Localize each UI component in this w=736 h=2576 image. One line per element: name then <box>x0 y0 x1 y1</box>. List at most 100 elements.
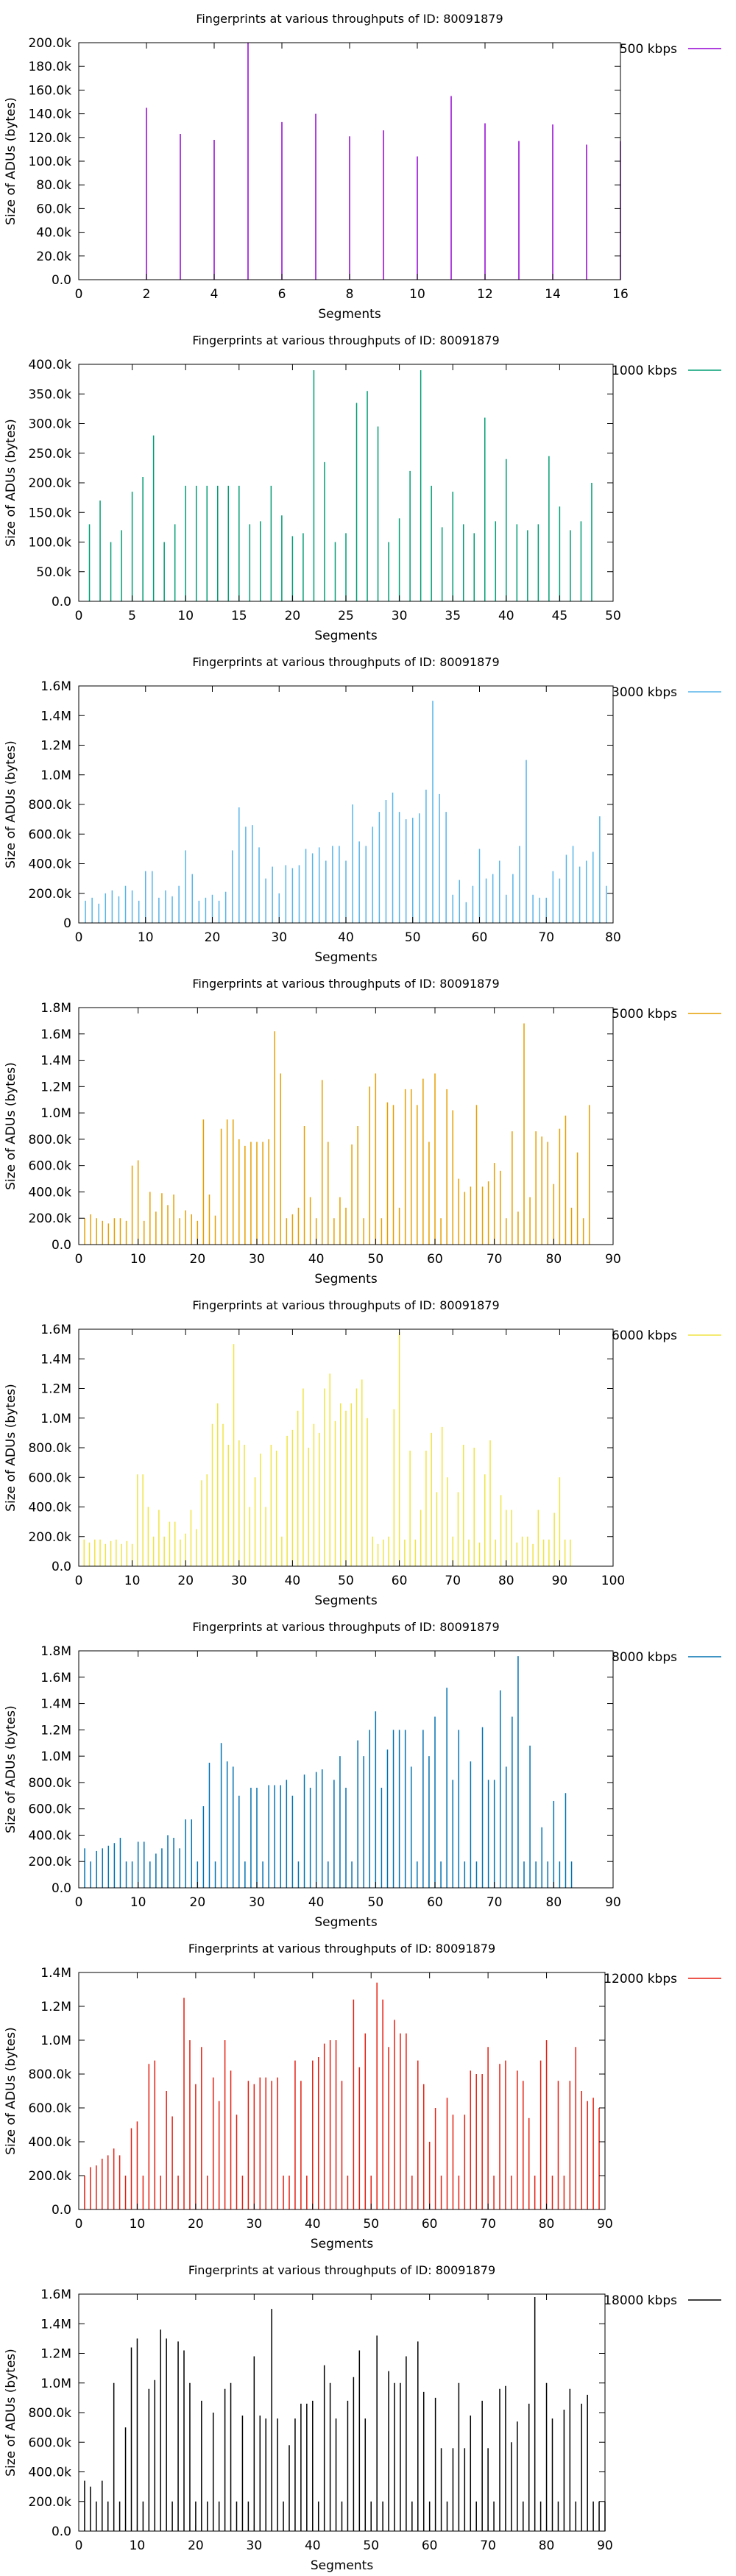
legend-label: 500 kbps <box>620 42 677 57</box>
x-tick-label: 50 <box>368 1895 384 1910</box>
x-tick-label: 70 <box>486 1895 503 1910</box>
y-tick-label: 200.0k <box>28 1530 71 1545</box>
y-tick-label: 1.4M <box>40 2317 71 2332</box>
x-axis-label: Segments <box>311 2558 374 2573</box>
y-tick-label: 0.0 <box>52 1238 71 1253</box>
x-tick-label: 70 <box>480 2217 496 2232</box>
plot-frame <box>78 1972 606 2210</box>
chart-title: Fingerprints at various throughputs of I… <box>188 2263 495 2277</box>
y-tick-label: 0.0 <box>52 2203 71 2218</box>
chart-panel-8: Fingerprints at various throughputs of I… <box>4 2263 721 2573</box>
y-tick-label: 1.2M <box>40 2000 71 2014</box>
x-tick-label: 45 <box>552 609 568 623</box>
x-tick-label: 25 <box>338 609 354 623</box>
y-tick-label: 600.0k <box>28 1159 71 1174</box>
x-tick-label: 12 <box>477 287 493 302</box>
y-tick-label: 200.0k <box>28 1855 71 1869</box>
x-tick-label: 70 <box>538 930 554 945</box>
x-tick-label: 80 <box>546 1895 562 1910</box>
y-tick-label: 1.0M <box>40 1749 71 1764</box>
y-tick-label: 400.0k <box>28 2466 71 2480</box>
y-axis-label: Size of ADUs (bytes) <box>4 740 18 868</box>
chart-panel-4: Fingerprints at various throughputs of I… <box>4 977 721 1287</box>
x-tick-label: 40 <box>305 2538 321 2553</box>
chart-title: Fingerprints at various throughputs of I… <box>188 1942 495 1956</box>
x-tick-label: 50 <box>363 2538 379 2553</box>
x-tick-label: 6 <box>278 287 286 302</box>
y-tick-label: 1.0M <box>40 1412 71 1426</box>
y-tick-label: 150.0k <box>28 506 71 520</box>
x-tick-label: 80 <box>498 1574 514 1588</box>
x-tick-label: 30 <box>247 2538 263 2553</box>
y-tick-label: 200.0k <box>28 476 71 491</box>
x-tick-label: 90 <box>605 1252 621 1267</box>
y-tick-label: 300.0k <box>28 417 71 432</box>
x-tick-label: 20 <box>188 2538 204 2553</box>
y-axis-label: Size of ADUs (bytes) <box>4 1705 18 1833</box>
x-tick-label: 10 <box>124 1574 141 1588</box>
y-tick-label: 80.0k <box>36 178 71 193</box>
x-tick-label: 15 <box>231 609 247 623</box>
legend-label: 6000 kbps <box>612 1328 677 1343</box>
chart-panel-7: Fingerprints at various throughputs of I… <box>4 1942 721 2251</box>
y-tick-label: 1.2M <box>40 1723 71 1738</box>
y-tick-label: 600.0k <box>28 2435 71 2450</box>
x-tick-label: 40 <box>338 930 354 945</box>
x-axis-label: Segments <box>314 950 378 965</box>
x-tick-label: 60 <box>422 2217 438 2232</box>
x-tick-label: 0 <box>75 1252 83 1267</box>
x-tick-label: 20 <box>205 930 221 945</box>
y-tick-label: 1.0M <box>40 768 71 783</box>
x-tick-label: 5 <box>128 609 136 623</box>
x-tick-label: 4 <box>210 287 219 302</box>
y-tick-label: 800.0k <box>28 2067 71 2082</box>
y-tick-label: 0.0 <box>52 1560 71 1574</box>
x-tick-label: 0 <box>75 2538 83 2553</box>
y-tick-label: 1.6M <box>40 1671 71 1685</box>
y-tick-label: 1.6M <box>40 679 71 694</box>
y-tick-label: 120.0k <box>28 131 71 146</box>
legend-label: 5000 kbps <box>612 1007 677 1022</box>
x-tick-label: 90 <box>605 1895 621 1910</box>
y-axis-label: Size of ADUs (bytes) <box>4 2349 18 2477</box>
x-tick-label: 60 <box>427 1895 443 1910</box>
y-tick-label: 600.0k <box>28 1471 71 1485</box>
chart-title: Fingerprints at various throughputs of I… <box>196 12 503 26</box>
x-axis-label: Segments <box>311 2237 374 2251</box>
x-tick-label: 60 <box>472 930 488 945</box>
x-tick-label: 10 <box>409 287 425 302</box>
y-tick-label: 400.0k <box>28 857 71 872</box>
y-tick-label: 100.0k <box>28 536 71 551</box>
y-axis-label: Size of ADUs (bytes) <box>4 2027 18 2155</box>
y-tick-label: 600.0k <box>28 1802 71 1817</box>
y-tick-label: 60.0k <box>36 202 71 216</box>
x-tick-label: 60 <box>422 2538 438 2553</box>
y-tick-label: 1.0M <box>40 2377 71 2391</box>
plot-frame <box>78 1007 614 1245</box>
chart-title: Fingerprints at various throughputs of I… <box>192 655 499 669</box>
legend-label: 18000 kbps <box>604 2293 677 2308</box>
x-tick-label: 70 <box>480 2538 496 2553</box>
y-tick-label: 0.0 <box>52 1881 71 1896</box>
y-tick-label: 400.0k <box>28 1501 71 1515</box>
y-tick-label: 800.0k <box>28 1133 71 1147</box>
y-axis-label: Size of ADUs (bytes) <box>4 1384 18 1512</box>
x-tick-label: 0 <box>75 609 83 623</box>
x-tick-label: 10 <box>138 930 154 945</box>
legend-label: 3000 kbps <box>612 685 677 700</box>
chart-panel-5: Fingerprints at various throughputs of I… <box>4 1298 721 1608</box>
x-tick-label: 80 <box>605 930 621 945</box>
x-tick-label: 50 <box>405 930 421 945</box>
x-tick-label: 60 <box>427 1252 443 1267</box>
y-axis-label: Size of ADUs (bytes) <box>4 97 18 225</box>
y-tick-label: 200.0k <box>28 2495 71 2510</box>
y-tick-label: 800.0k <box>28 1441 71 1456</box>
y-tick-label: 400.0k <box>28 358 71 372</box>
legend-label: 1000 kbps <box>612 364 677 378</box>
x-tick-label: 40 <box>308 1895 325 1910</box>
x-tick-label: 20 <box>190 1252 206 1267</box>
x-tick-label: 40 <box>305 2217 321 2232</box>
y-tick-label: 250.0k <box>28 447 71 461</box>
y-tick-label: 1.4M <box>40 1697 71 1712</box>
